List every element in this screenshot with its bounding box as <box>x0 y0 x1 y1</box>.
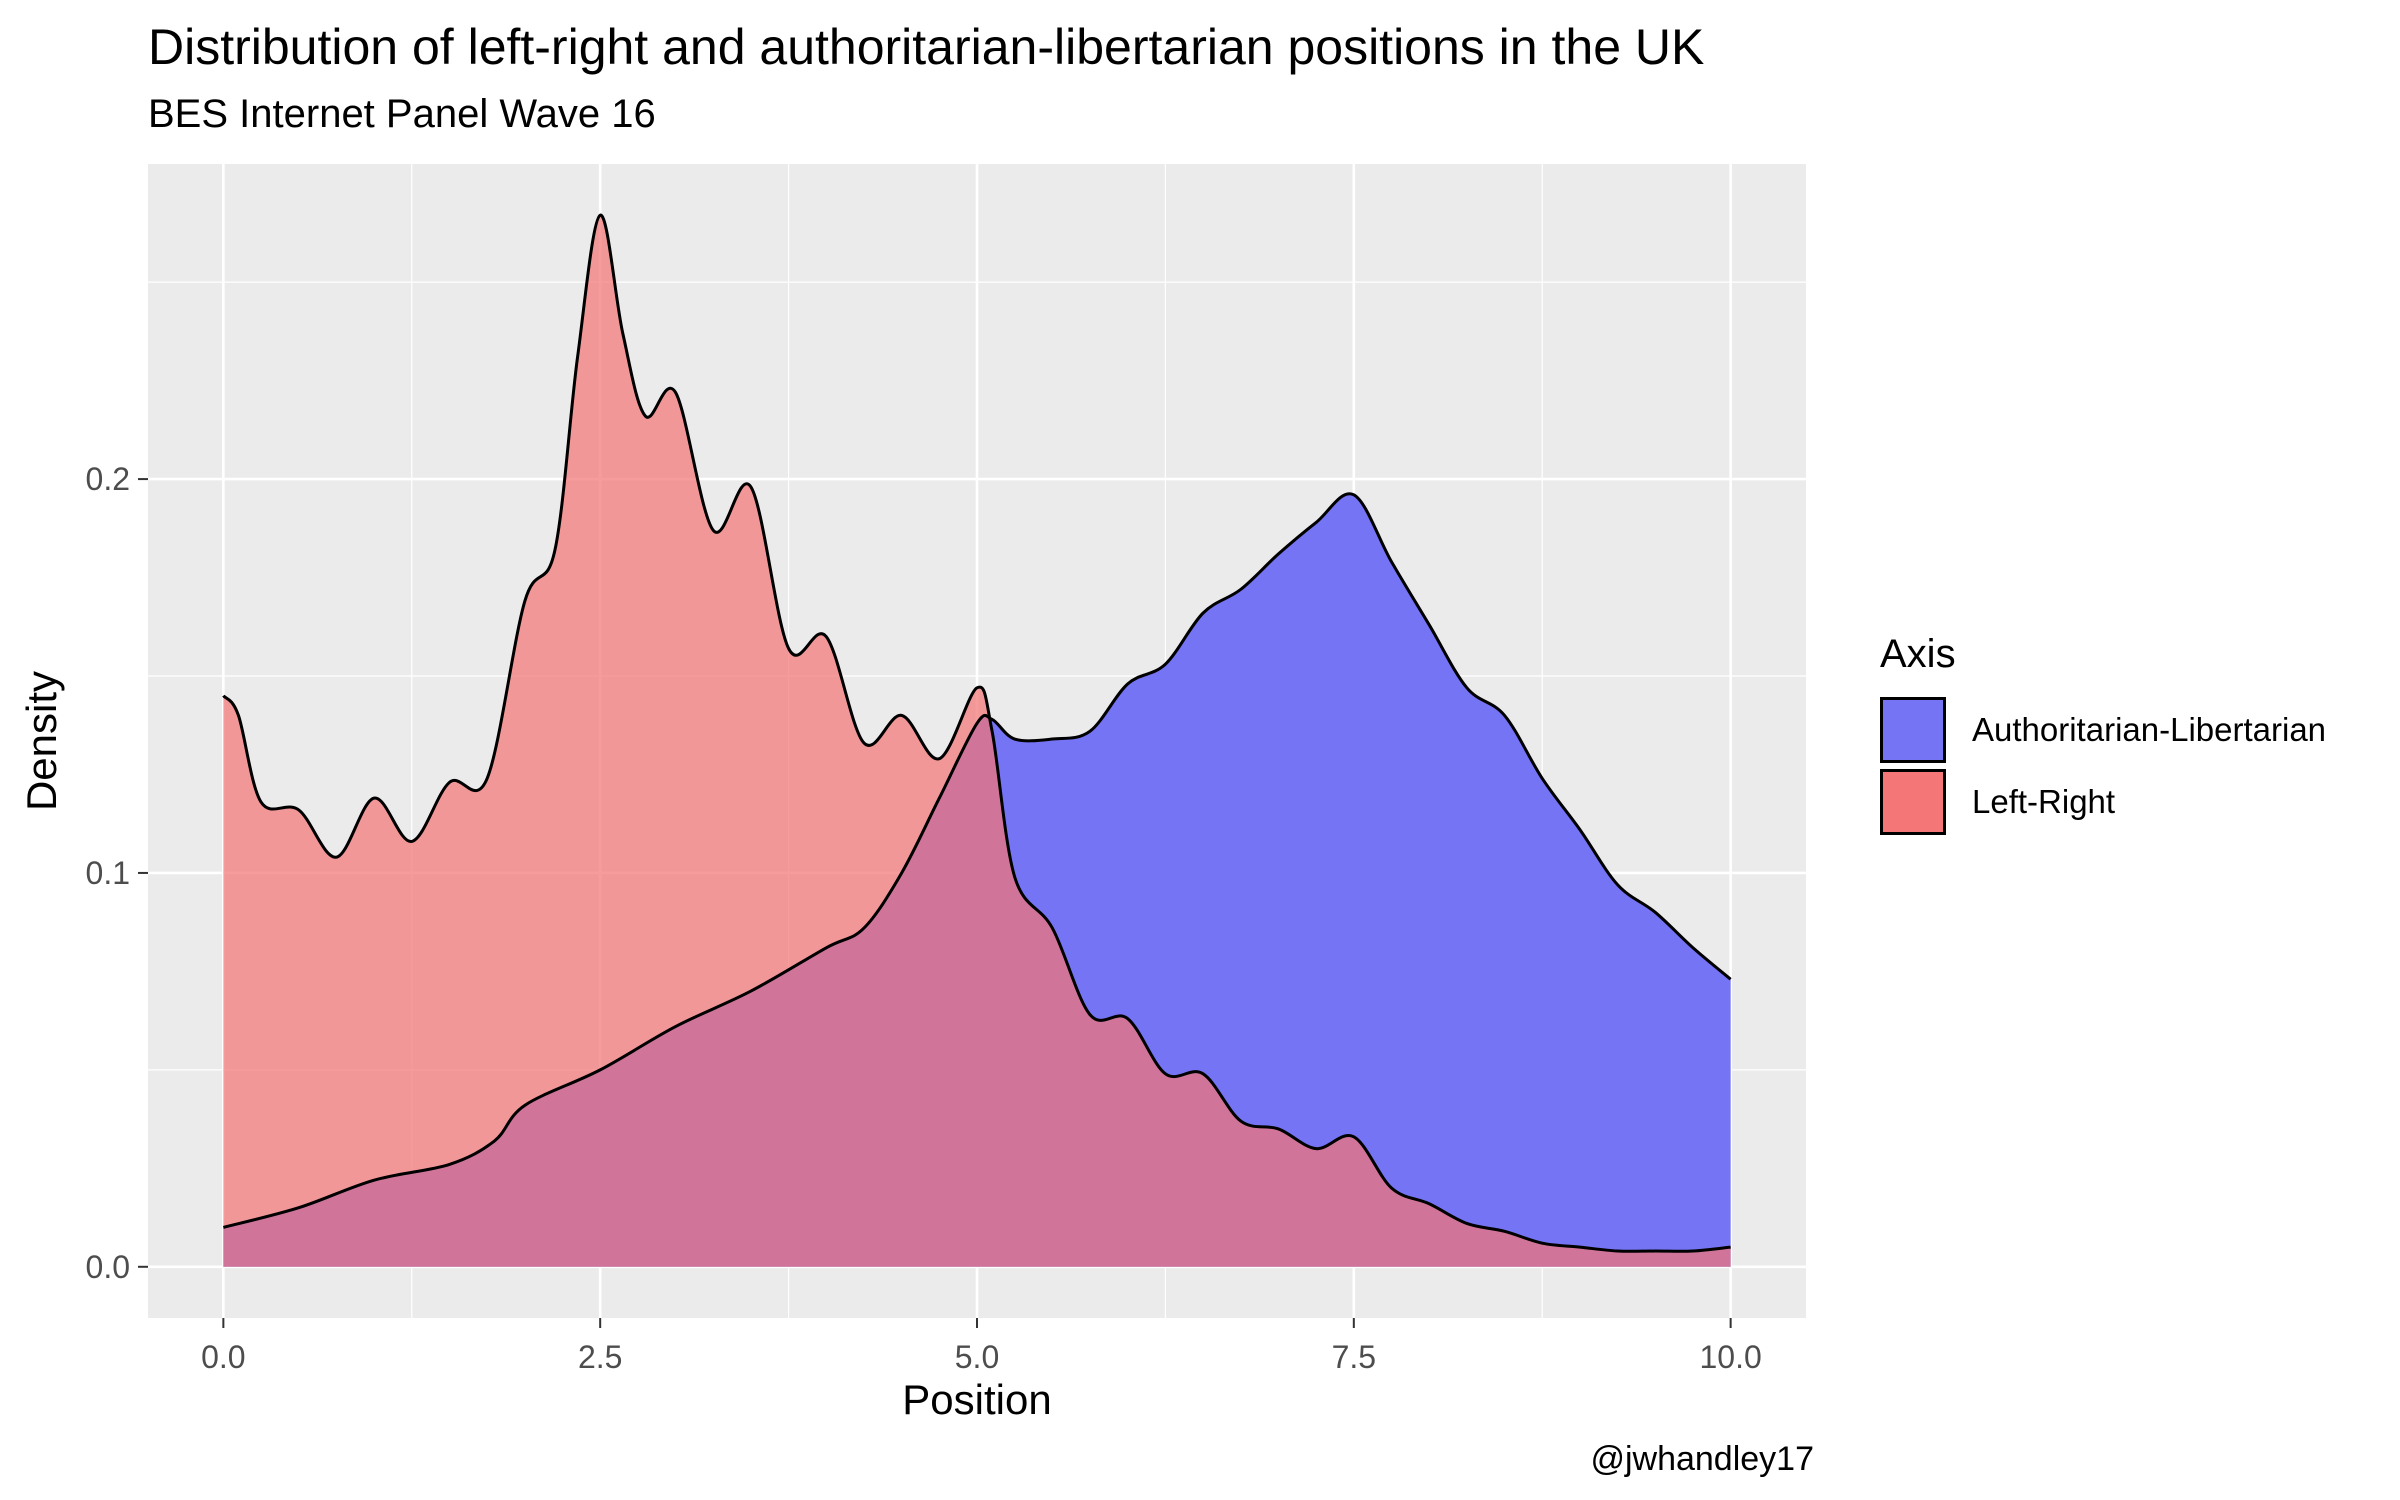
y-tick-label: 0.0 <box>86 1249 130 1285</box>
density-areas <box>222 213 1732 1267</box>
x-tick-label: 10.0 <box>1699 1339 1761 1375</box>
y-tick-label: 0.1 <box>86 855 130 891</box>
y-tick-label: 0.2 <box>86 461 130 497</box>
chart-subtitle: BES Internet Panel Wave 16 <box>148 92 656 136</box>
density-area-left-right <box>223 215 1731 1267</box>
legend-title: Axis <box>1880 632 1956 676</box>
legend-label-authoritarian-libertarian: Authoritarian-Libertarian <box>1972 711 2327 748</box>
x-tick-label: 2.5 <box>578 1339 622 1375</box>
credit-text: @jwhandley17 <box>1590 1440 1814 1478</box>
density-line-authoritarian-libertarian <box>222 492 1732 1229</box>
density-line-left-right <box>222 213 1731 1253</box>
axis-ticks: 0.0 2.5 5.0 7.5 10.0 0.0 0.1 0.2 <box>86 461 1762 1375</box>
legend-swatch-authoritarian-libertarian <box>1880 697 1946 763</box>
legend: Axis Authoritarian-Libertarian Left-Righ… <box>1880 632 2326 839</box>
x-tick-label: 0.0 <box>201 1339 245 1375</box>
x-tick-label: 5.0 <box>955 1339 999 1375</box>
legend-item-authoritarian-libertarian: Authoritarian-Libertarian <box>1880 695 2326 765</box>
legend-label-left-right: Left-Right <box>1972 783 2116 820</box>
x-tick-label: 7.5 <box>1332 1339 1376 1375</box>
y-axis-label: Density <box>18 671 65 811</box>
legend-swatch-left-right <box>1880 769 1946 835</box>
chart-title: Distribution of left-right and authorita… <box>148 19 1705 75</box>
legend-item-left-right: Left-Right <box>1880 767 2326 837</box>
x-axis-label: Position <box>902 1376 1051 1423</box>
